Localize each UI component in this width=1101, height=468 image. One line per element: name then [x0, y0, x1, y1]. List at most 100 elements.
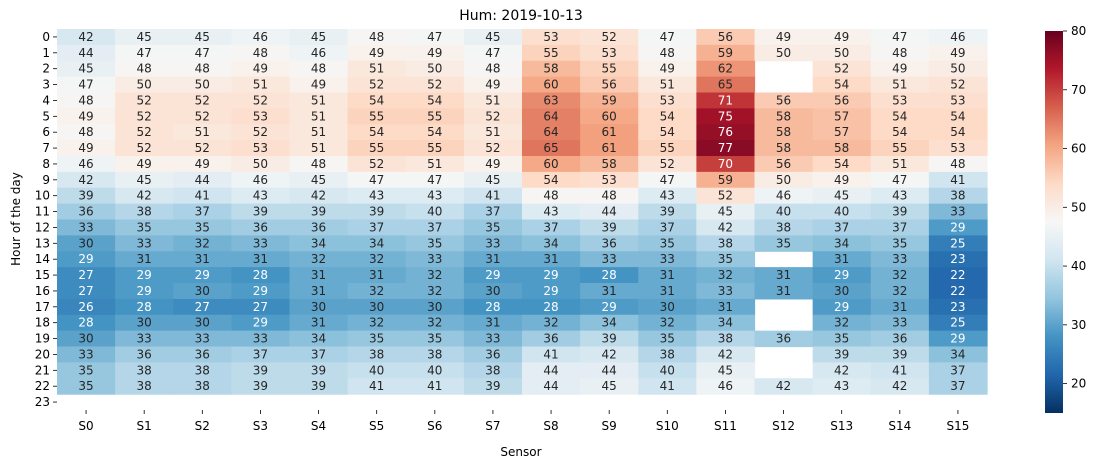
- cell-value-label: 32: [892, 284, 907, 298]
- cell-value-label: 36: [253, 220, 268, 234]
- heatmap-cell: [928, 76, 988, 94]
- cell-value-label: 31: [485, 316, 500, 330]
- cell-value-label: 61: [602, 125, 617, 139]
- cell-value-label: 52: [195, 141, 210, 155]
- heatmap-cell: [347, 330, 407, 348]
- cell-value-label: 25: [950, 316, 965, 330]
- cell-value-label: 39: [602, 332, 617, 346]
- y-tick-label: 3: [42, 78, 50, 92]
- cell-value-label: 48: [485, 62, 500, 76]
- heatmap-cell: [928, 108, 988, 125]
- cell-value-label: 48: [195, 62, 210, 76]
- cell-value-label: 41: [543, 347, 558, 361]
- heatmap-cell: [57, 330, 116, 348]
- cell-value-label: 33: [253, 332, 268, 346]
- cell-value-label: 28: [543, 300, 558, 314]
- cell-value-label: 33: [718, 284, 733, 298]
- cell-value-label: 32: [892, 268, 907, 282]
- cell-value-label: 43: [834, 379, 849, 393]
- x-tick-label: S11: [714, 419, 737, 433]
- heatmap-cell: [57, 362, 116, 379]
- cell-value-label: 26: [78, 300, 93, 314]
- heatmap-cell: [696, 346, 756, 363]
- cell-value-label: 37: [543, 220, 558, 234]
- heatmap-cell: [638, 298, 697, 316]
- heatmap-cell: [870, 283, 930, 300]
- heatmap-cell: [115, 314, 174, 332]
- cell-value-label: 48: [660, 46, 675, 60]
- heatmap-cell: [463, 76, 523, 94]
- heatmap-cell: [289, 29, 349, 46]
- cell-value-label: 33: [137, 236, 152, 250]
- cell-value-label: 49: [78, 109, 93, 123]
- cell-value-label: 31: [660, 268, 675, 282]
- heatmap-cell: [522, 346, 581, 363]
- heatmap-cell: [405, 346, 465, 363]
- heatmap-cell: [696, 171, 756, 189]
- heatmap-cell: [347, 251, 407, 268]
- heatmap-cell: [173, 283, 232, 300]
- y-tick-label: 16: [35, 284, 50, 298]
- cell-value-label: 50: [776, 46, 791, 60]
- heatmap-cell: [580, 298, 639, 316]
- cell-value-label: 47: [195, 46, 210, 60]
- heatmap-cell: [928, 156, 988, 173]
- heatmap-cell: [289, 124, 349, 141]
- x-tick-label: S1: [137, 419, 152, 433]
- heatmap-cell: [696, 124, 756, 141]
- cell-value-label: 32: [834, 316, 849, 330]
- cell-value-label: 39: [311, 379, 326, 393]
- cell-value-label: 29: [950, 220, 965, 234]
- heatmap-cell: [405, 362, 465, 379]
- cell-value-label: 55: [602, 62, 617, 76]
- cell-value-label: 36: [137, 347, 152, 361]
- cell-value-label: 35: [427, 236, 442, 250]
- heatmap-cell: [57, 314, 116, 332]
- heatmap-cell: [870, 362, 930, 379]
- heatmap-cell: [231, 140, 291, 157]
- colorbar-tick-label: 40: [1071, 259, 1086, 273]
- heatmap-cell: [812, 219, 872, 236]
- cell-value-label: 43: [660, 189, 675, 203]
- heatmap-cell: [870, 298, 930, 316]
- cell-value-label: 44: [543, 363, 558, 377]
- heatmap-cell: [696, 203, 756, 221]
- cell-value-label: 38: [950, 189, 965, 203]
- cell-value-label: 49: [369, 46, 384, 60]
- heatmap-cell: [638, 362, 697, 379]
- heatmap-cell: [928, 251, 988, 268]
- heatmap-cell: [522, 283, 581, 300]
- cell-value-label: 50: [195, 78, 210, 92]
- cell-value-label: 42: [78, 173, 93, 187]
- cell-value-label: 38: [195, 363, 210, 377]
- x-tick-label: S12: [772, 419, 795, 433]
- cell-value-label: 29: [137, 284, 152, 298]
- heatmap-cell: [754, 235, 814, 252]
- cell-value-label: 45: [311, 173, 326, 187]
- heatmap-cell: [405, 92, 465, 109]
- cell-value-label: 45: [718, 205, 733, 219]
- cell-value-label: 45: [485, 30, 500, 44]
- heatmap-cell: [754, 171, 814, 189]
- heatmap-cell: [231, 362, 291, 379]
- cell-value-label: 47: [427, 173, 442, 187]
- cell-value-label: 64: [543, 125, 558, 139]
- heatmap-cell: [347, 346, 407, 363]
- cell-value-label: 49: [834, 30, 849, 44]
- heatmap-cell: [405, 29, 465, 46]
- heatmap-cell: [405, 235, 465, 252]
- heatmap-cell: [522, 330, 581, 348]
- heatmap-cell: [580, 314, 639, 332]
- heatmap-cell: [231, 60, 291, 78]
- cell-value-label: 34: [950, 347, 965, 361]
- cell-value-label: 28: [253, 268, 268, 282]
- heatmap-cell: [522, 108, 581, 125]
- heatmap-cell: [522, 219, 581, 236]
- heatmap-cell: [57, 124, 116, 141]
- heatmap-cell: [696, 330, 756, 348]
- cell-value-label: 29: [137, 268, 152, 282]
- y-tick-label: 23: [35, 395, 50, 409]
- heatmap-cell: [463, 219, 523, 236]
- heatmap-cell: [173, 171, 232, 189]
- heatmap-cell: [870, 171, 930, 189]
